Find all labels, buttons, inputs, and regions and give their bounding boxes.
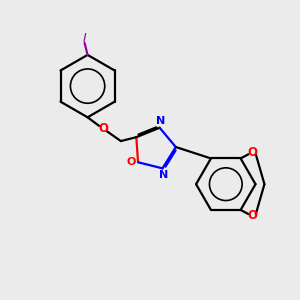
Text: N: N xyxy=(157,116,166,126)
Text: O: O xyxy=(127,157,136,167)
Text: O: O xyxy=(98,122,108,135)
Text: N: N xyxy=(159,170,168,180)
Text: I: I xyxy=(83,32,86,45)
Text: O: O xyxy=(247,146,257,159)
Text: O: O xyxy=(247,209,257,222)
